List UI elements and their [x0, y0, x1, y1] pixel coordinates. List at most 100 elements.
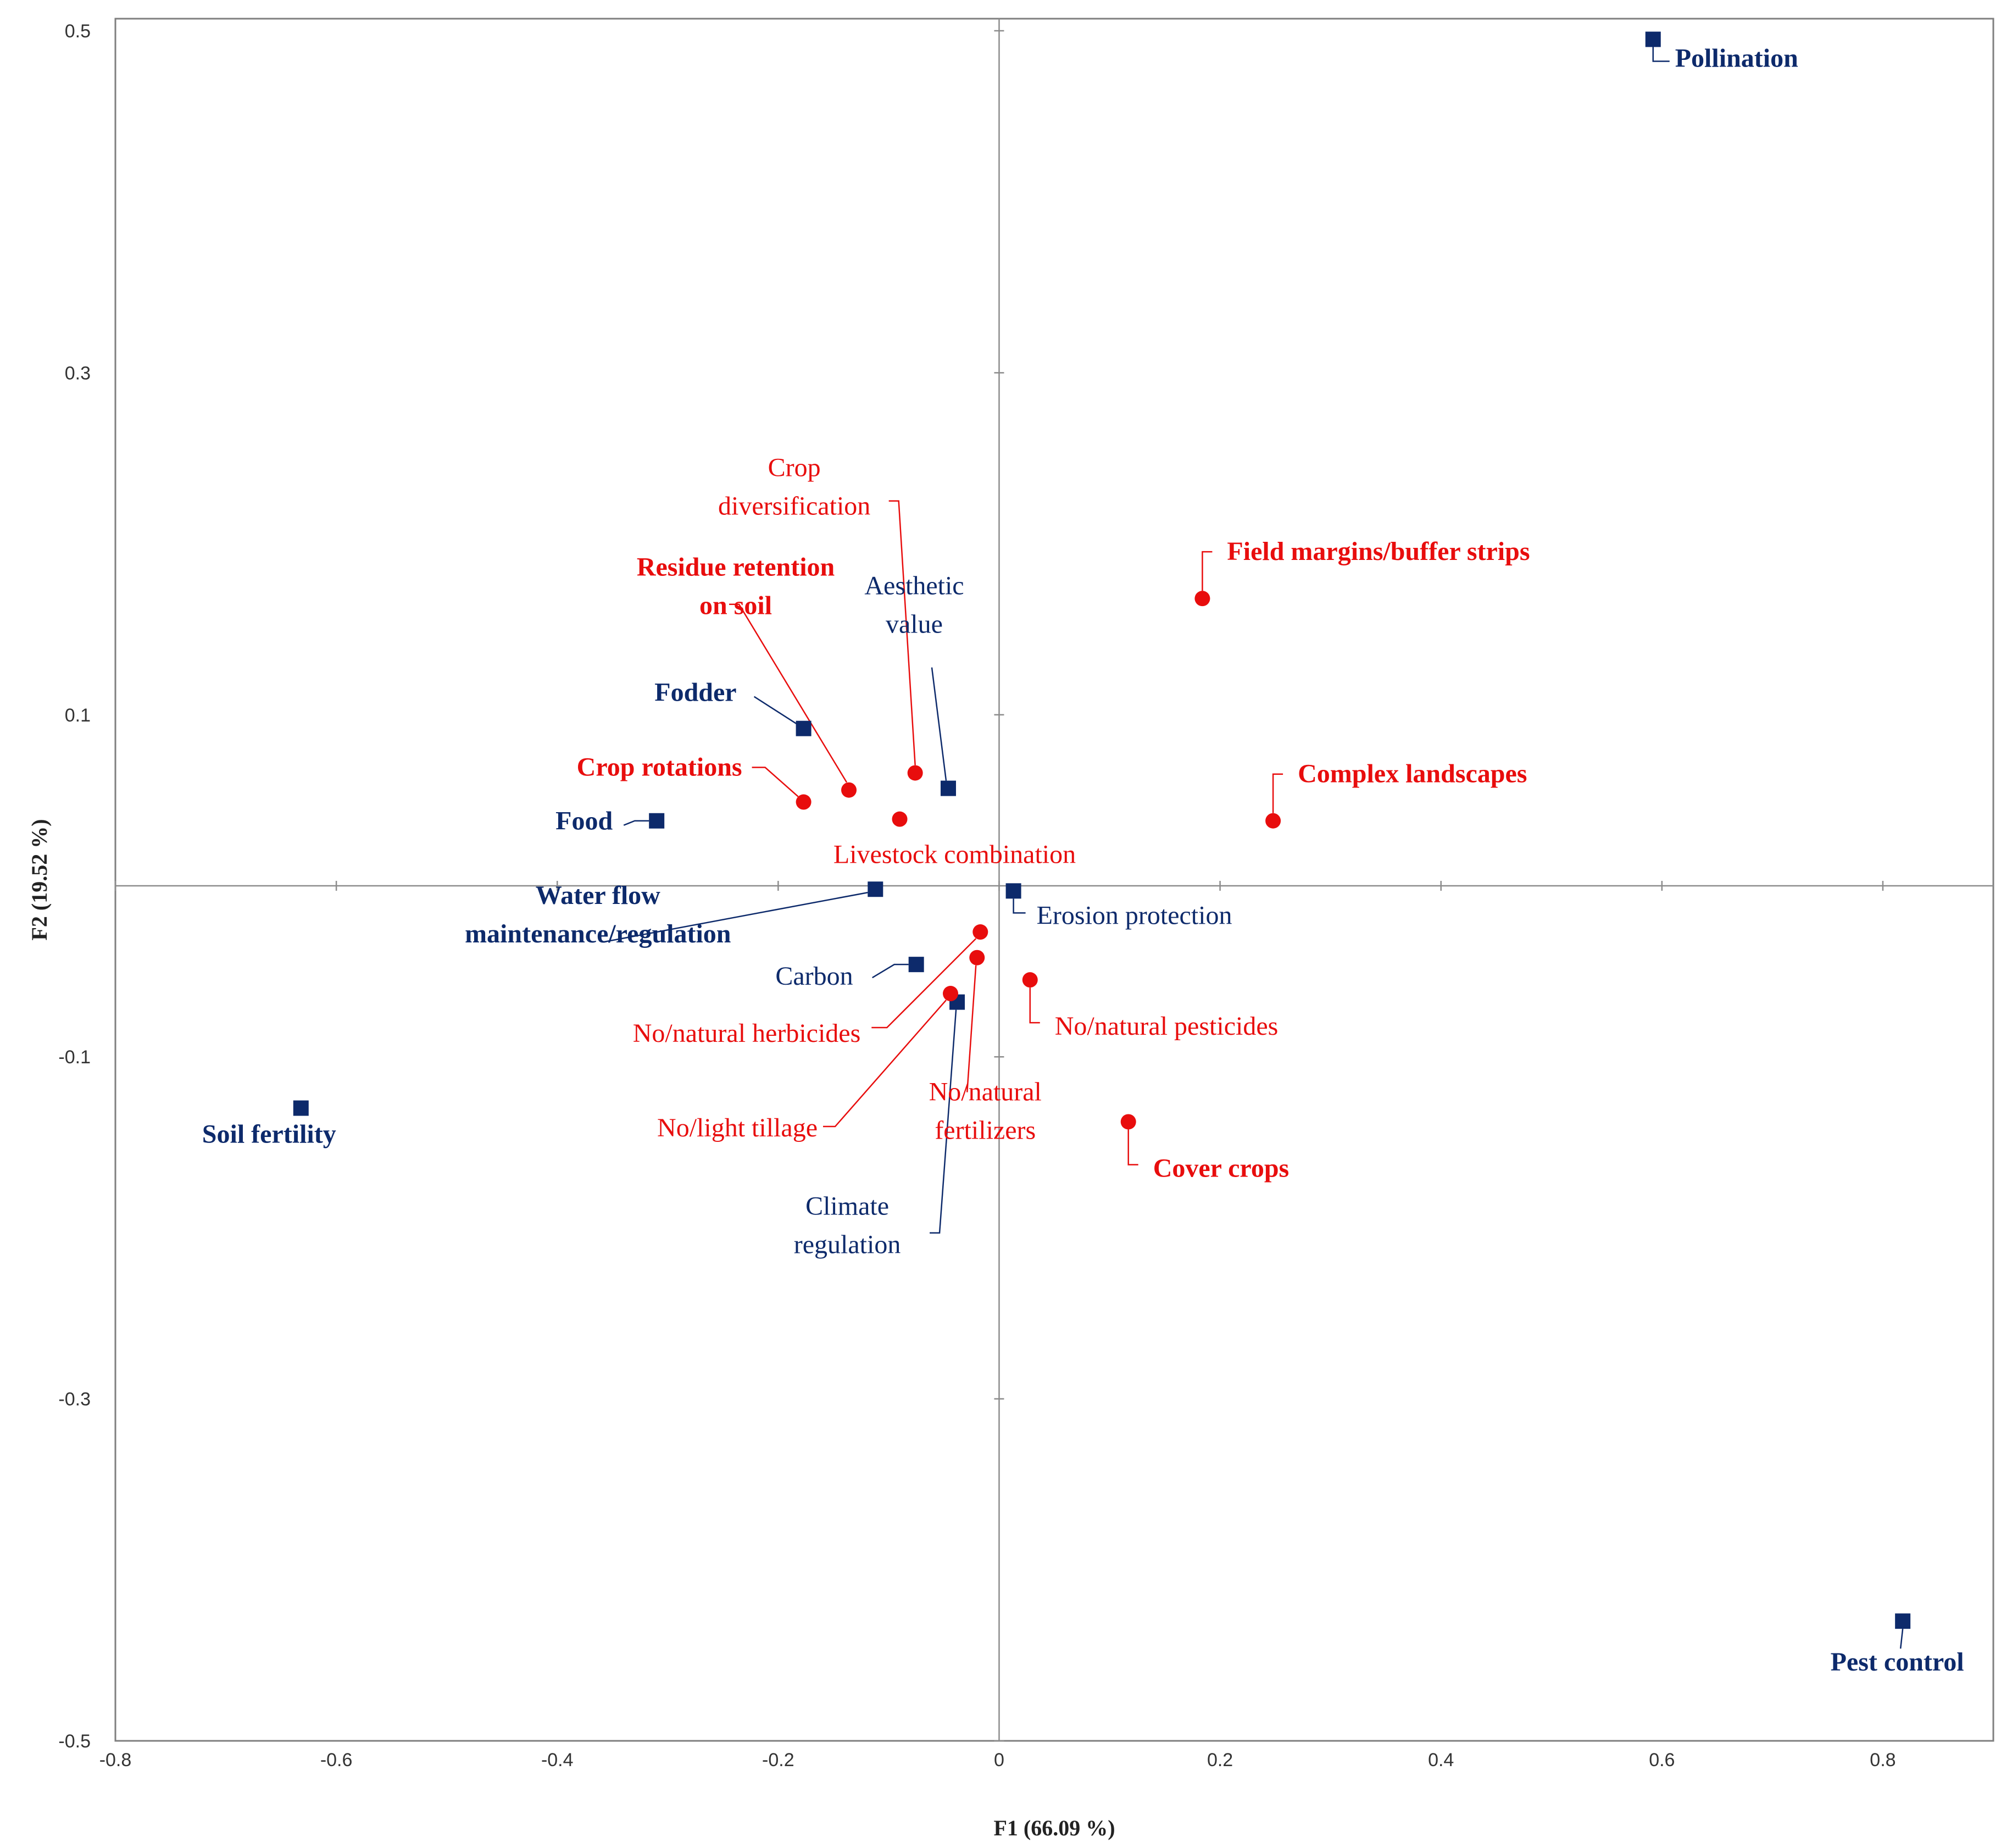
pollination-leader	[1652, 47, 1670, 62]
crop-rotations-leader	[752, 767, 799, 797]
complex-landscapes-label: Complex landscapes	[1298, 759, 1527, 789]
food-label-line: Food	[555, 807, 613, 836]
cover-crops-point	[1120, 1114, 1136, 1130]
water-flow-maintenance-regulation-label-line: Water flow	[536, 881, 660, 910]
soil-fertility-label-line: Soil fertility	[202, 1120, 336, 1149]
crop-diversification-label: Crop diversification	[718, 453, 870, 521]
x-tick-label: -0.4	[541, 1750, 574, 1771]
livestock-combination-point	[892, 811, 908, 827]
cover-crops-label: Cover crops	[1153, 1153, 1290, 1183]
cover-crops-leader	[1127, 1129, 1138, 1166]
water-flow-maintenance-regulation-label-line: maintenance/regulation	[465, 919, 731, 948]
pest-control-label: Pest control	[1831, 1647, 1964, 1677]
aesthetic-value-leader	[931, 667, 947, 781]
aesthetic-value-label-line: Aesthetic	[864, 571, 964, 601]
climate-regulation-label-line: regulation	[794, 1230, 901, 1259]
residue-retention-on-soil-point	[841, 782, 857, 798]
field-margins-buffer-strips-leader	[1202, 551, 1213, 591]
carbon-label-line: Carbon	[775, 962, 853, 991]
y-tick-label: 0.3	[65, 363, 91, 384]
climate-regulation-leader	[930, 1009, 957, 1234]
x-tick-label: 0.6	[1649, 1750, 1675, 1771]
no-natural-pesticides-label-line: No/natural pesticides	[1055, 1012, 1279, 1041]
water-flow-maintenance-regulation-point	[868, 881, 883, 897]
pest-control-leader	[1899, 1629, 1904, 1649]
climate-regulation-label: Climate regulation	[794, 1192, 901, 1259]
x-axis-title: F1 (66.09 %)	[993, 1816, 1115, 1840]
x-tick-label: -0.2	[762, 1750, 794, 1771]
no-natural-herbicides-leader	[871, 938, 977, 1029]
no-natural-pesticides-point	[1022, 972, 1038, 988]
complex-landscapes-label-line: Complex landscapes	[1298, 759, 1527, 789]
leader-lines-group	[603, 47, 1904, 1649]
fodder-point	[796, 720, 812, 736]
y-tick-label: -0.3	[58, 1389, 91, 1410]
aesthetic-value-point	[940, 780, 956, 796]
field-margins-buffer-strips-label: Field margins/buffer strips	[1227, 537, 1530, 566]
fodder-label-line: Fodder	[654, 678, 736, 707]
no-light-tillage-point	[943, 986, 959, 1002]
plot-frame	[114, 18, 1994, 1742]
aesthetic-value-label: Aesthetic value	[864, 571, 964, 639]
field-margins-buffer-strips-label-line: Field margins/buffer strips	[1227, 537, 1530, 566]
y-axis-title: F2 (19.52 %)	[27, 819, 52, 940]
field-margins-buffer-strips-point	[1194, 591, 1210, 607]
food-point	[649, 813, 665, 829]
carbon-label: Carbon	[775, 962, 853, 991]
carbon-leader	[872, 963, 909, 979]
data-labels-group: Pollination Pest control Soil fertility Fod…	[202, 44, 1964, 1677]
no-natural-pesticides-leader	[1029, 987, 1040, 1024]
y-tick-label: -0.5	[58, 1731, 91, 1752]
y-tick-label: 0.1	[65, 705, 91, 726]
complex-landscapes-point	[1265, 813, 1281, 829]
food-label: Food	[555, 807, 613, 836]
no-light-tillage-leader	[823, 1000, 947, 1128]
crop-rotations-label: Crop rotations	[577, 753, 742, 782]
climate-regulation-label-line: Climate	[805, 1192, 889, 1221]
livestock-combination-label: Livestock combination	[833, 840, 1076, 869]
y-tick-label: -0.1	[58, 1047, 91, 1068]
cover-crops-label-line: Cover crops	[1153, 1153, 1290, 1183]
pollination-label-line: Pollination	[1675, 44, 1798, 73]
crop-diversification-leader	[888, 500, 916, 765]
pollination-label: Pollination	[1675, 44, 1798, 73]
pollination-point	[1645, 31, 1661, 47]
x-tick-label: 0.2	[1207, 1750, 1233, 1771]
crop-diversification-label-line: Crop	[768, 453, 821, 482]
pest-control-label-line: Pest control	[1831, 1647, 1964, 1677]
x-tick-label: 0.8	[1870, 1750, 1896, 1771]
fodder-label: Fodder	[654, 678, 736, 707]
x-tick-label: -0.8	[99, 1750, 132, 1771]
water-flow-maintenance-regulation-leader	[603, 891, 868, 943]
no-light-tillage-label-line: No/light tillage	[657, 1113, 818, 1142]
complex-landscapes-leader	[1272, 773, 1283, 813]
fodder-leader	[753, 696, 798, 725]
no-natural-fertilizers-label-line: No/natural	[929, 1078, 1042, 1107]
no-light-tillage-label: No/light tillage	[657, 1113, 818, 1142]
carbon-point	[908, 957, 924, 973]
x-tick-label: 0.4	[1428, 1750, 1454, 1771]
erosion-protection-point	[1005, 883, 1021, 899]
residue-retention-on-soil-label-line: Residue retention	[637, 553, 835, 582]
residue-retention-on-soil-label-line: on soil	[699, 591, 772, 620]
crop-diversification-point	[907, 765, 923, 781]
water-flow-maintenance-regulation-label: Water flow maintenance/regulation	[465, 881, 731, 948]
erosion-protection-label-line: Erosion protection	[1037, 901, 1232, 930]
no-natural-herbicides-label: No/natural herbicides	[633, 1019, 861, 1048]
no-natural-fertilizers-label-line: fertilizers	[935, 1116, 1036, 1145]
soil-fertility-point	[293, 1100, 309, 1116]
x-tick-label: -0.6	[320, 1750, 353, 1771]
no-natural-fertilizers-label: No/natural fertilizers	[929, 1078, 1042, 1145]
no-natural-fertilizers-leader	[966, 965, 977, 1092]
residue-retention-on-soil-leader	[729, 603, 848, 783]
no-natural-fertilizers-point	[969, 950, 985, 965]
livestock-combination-label-line: Livestock combination	[833, 840, 1076, 869]
no-natural-pesticides-label: No/natural pesticides	[1055, 1012, 1279, 1041]
aesthetic-value-label-line: value	[886, 610, 943, 639]
axes-group: -0.8 -0.6 -0.4 -0.2 0 0.2 0.4 0.6 0.8 0.5 0.3 0.1 -0…	[58, 18, 1994, 1771]
no-natural-herbicides-label-line: No/natural herbicides	[633, 1019, 861, 1048]
no-natural-herbicides-point	[972, 924, 988, 940]
food-leader	[623, 820, 649, 826]
erosion-protection-label: Erosion protection	[1037, 901, 1232, 930]
